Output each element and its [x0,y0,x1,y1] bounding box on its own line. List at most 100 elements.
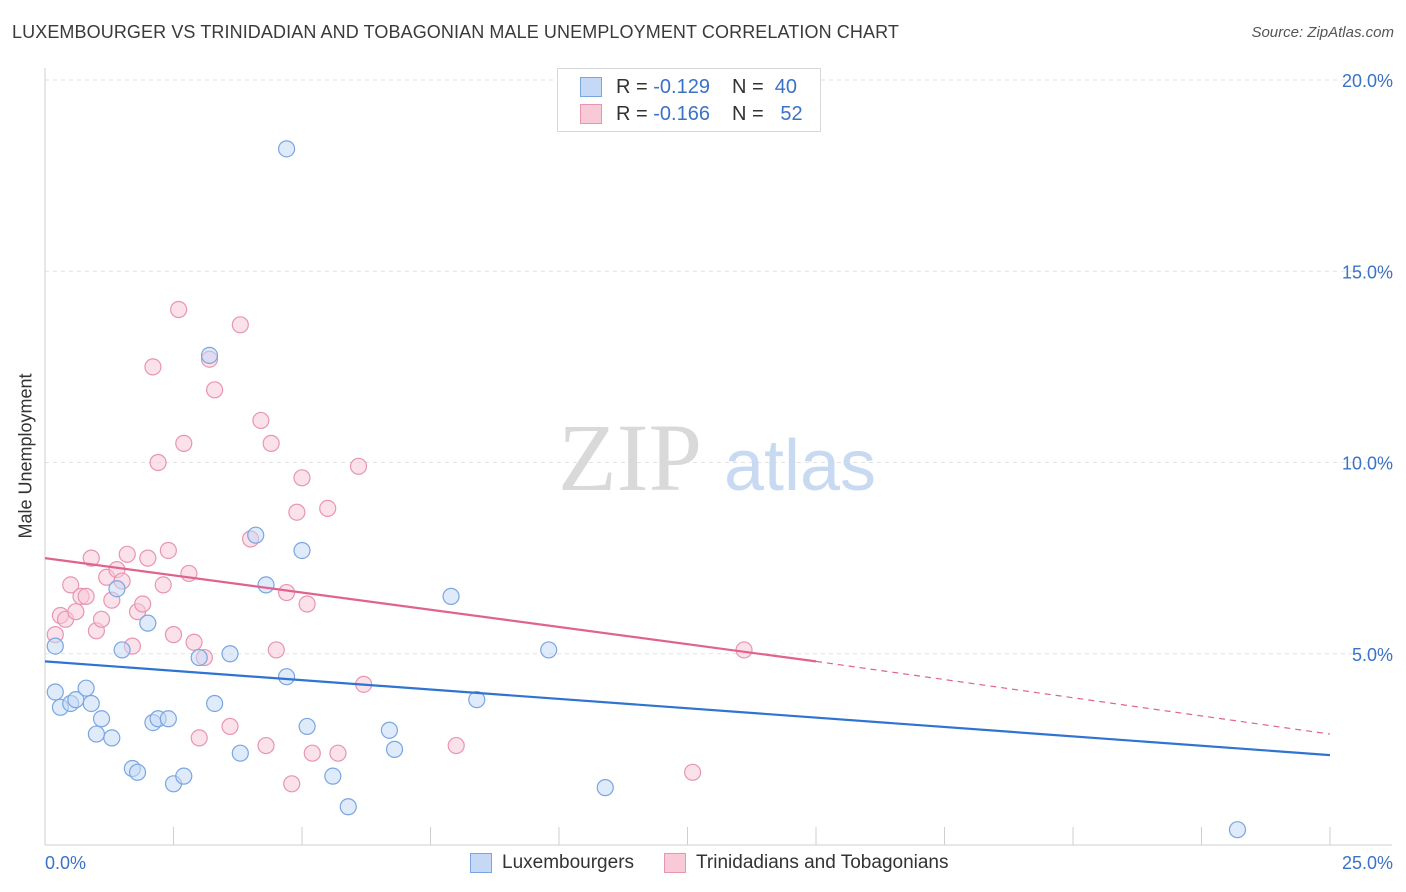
point-trinidadians [684,763,702,781]
chart-title: LUXEMBOURGER VS TRINIDADIAN AND TOBAGONI… [12,22,899,42]
point-trinidadians [349,457,368,475]
point-trinidadians [303,744,321,762]
point-trinidadians [92,610,111,628]
y-tick-label: 5.0% [1352,645,1393,665]
point-luxembourgers [540,641,558,659]
point-trinidadians [170,300,188,319]
blue-swatch [470,853,492,873]
point-trinidadians [221,717,239,736]
point-trinidadians [257,736,275,755]
blue-swatch [580,77,602,97]
point-trinidadians [190,729,208,747]
point-trinidadians [134,595,152,613]
point-luxembourgers [87,725,106,743]
point-trinidadians [139,549,157,567]
point-trinidadians [288,503,306,521]
point-luxembourgers [82,694,100,713]
y-tick-label: 15.0% [1342,262,1393,282]
point-luxembourgers [221,645,239,663]
point-trinidadians [267,641,285,659]
point-luxembourgers [1228,821,1247,839]
point-trinidadians [67,603,85,621]
point-luxembourgers [139,614,157,632]
point-luxembourgers [298,717,316,736]
watermark: ZIP atlas [558,404,876,511]
series-legend: Luxembourgers Trinidadians and Tobagonia… [470,852,979,874]
legend-label: Luxembourgers [502,852,635,873]
point-trinidadians [231,316,249,334]
point-trinidadians [283,775,301,793]
point-luxembourgers [324,767,342,785]
point-luxembourgers [77,679,95,697]
trend-line-trinidadians [44,557,817,663]
r-label: R = [616,75,648,98]
n-label: N = [731,102,764,125]
tick-labels: 5.0% 10.0% 15.0% 20.0% 0.0% 25.0% [45,71,1393,873]
point-trinidadians [144,358,162,376]
point-trinidadians [293,469,311,487]
n-value: 40 [774,75,798,98]
pink-swatch [580,104,602,124]
watermark-zip: ZIP [558,404,702,511]
n-value: 52 [780,102,803,125]
point-luxembourgers [257,576,275,594]
grid [45,79,1392,655]
pink-swatch [664,853,687,873]
point-luxembourgers [596,779,614,797]
point-trinidadians [329,744,347,762]
point-luxembourgers [468,691,486,709]
r-value: -0.129 [653,75,710,98]
point-trinidadians [82,549,100,567]
trend-line-luxembourgers [44,660,1331,757]
point-luxembourgers [247,526,265,544]
point-luxembourgers [159,710,177,728]
source-note: Source: ZipAtlas.com [1251,24,1394,41]
point-luxembourgers [128,763,147,781]
point-luxembourgers [380,721,398,739]
point-trinidadians [175,434,193,452]
point-luxembourgers [200,346,219,364]
point-trinidadians [252,411,270,430]
point-trinidadians [164,626,183,644]
point-trinidadians [298,595,316,613]
point-luxembourgers [231,744,249,762]
series-luxembourgers [46,140,1247,839]
point-luxembourgers [46,637,64,655]
legend-label: Trinidadians and Tobagonians [696,852,949,873]
x-tick-label: 25.0% [1342,853,1393,873]
point-trinidadians [262,434,280,452]
point-trinidadians [77,587,95,605]
point-luxembourgers [113,641,131,659]
point-trinidadians [206,381,224,399]
trend-lines [44,557,1331,757]
point-luxembourgers [339,798,357,816]
n-label: N = [731,75,764,98]
point-trinidadians [185,633,203,651]
point-luxembourgers [190,648,208,667]
point-trinidadians [277,583,296,602]
point-trinidadians [447,736,465,755]
point-trinidadians [154,576,172,594]
point-trinidadians [159,541,177,560]
point-luxembourgers [175,767,193,785]
legend-row-trinidadians: R = -0.166 N = 52 [580,102,803,126]
point-luxembourgers [277,668,296,686]
legend-row-luxembourgers: R = -0.129 N = 40 [580,75,797,99]
y-tick-label: 10.0% [1342,454,1393,474]
point-luxembourgers [293,541,311,560]
point-luxembourgers [103,729,121,747]
trend-line-trinidadians-extension [815,660,1331,735]
watermark-atlas: atlas [724,426,876,506]
point-luxembourgers [108,580,126,598]
y-tick-label: 20.0% [1342,71,1393,91]
r-value: -0.166 [653,102,710,125]
correlation-legend: R = -0.129 N = 40 R = -0.166 N = 52 [557,68,821,132]
x-tick-label: 0.0% [45,853,86,873]
point-trinidadians [62,576,80,594]
legend-item-trinidadians: Trinidadians and Tobagonians [664,852,949,874]
point-luxembourgers [442,587,460,605]
point-luxembourgers [92,710,111,728]
point-luxembourgers [385,740,404,758]
point-trinidadians [149,453,167,472]
